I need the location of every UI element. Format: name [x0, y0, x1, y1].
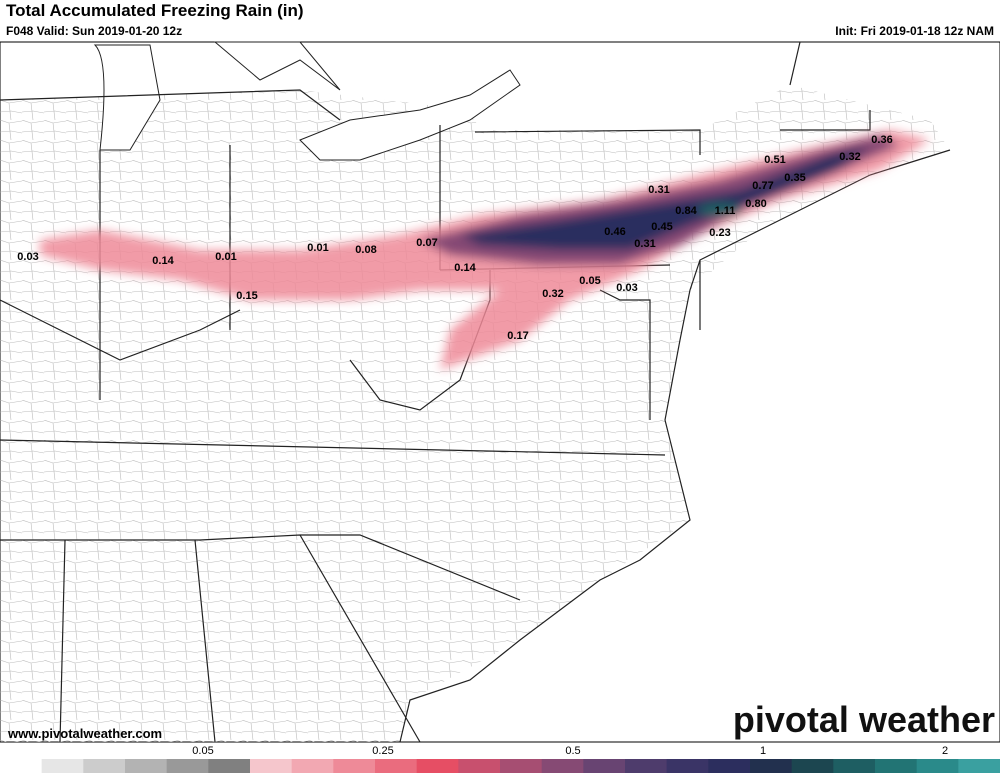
colorbar-swatch — [500, 759, 543, 773]
colorbar-swatch — [166, 759, 209, 773]
accumulation-label: 0.84 — [675, 205, 697, 217]
accumulation-label: 0.08 — [355, 244, 376, 256]
colorbar-swatch — [916, 759, 959, 773]
accumulation-label: 0.15 — [236, 290, 257, 302]
map: 0.36 0.51 0.32 0.77 0.35 0.31 0.84 1.11 0.80 0.46… — [0, 41, 1000, 743]
lake-huron — [213, 41, 341, 91]
lake-erie — [299, 69, 521, 161]
accumulation-label: 0.77 — [752, 180, 773, 192]
accumulation-label: 0.07 — [416, 237, 437, 249]
accumulation-label: 0.32 — [542, 288, 563, 300]
colorbar-swatch — [583, 759, 626, 773]
accumulation-label: 0.36 — [871, 134, 892, 146]
freezing-rain-field — [40, 130, 930, 370]
accumulation-label: 0.31 — [634, 238, 655, 250]
accumulation-label: 0.05 — [579, 275, 600, 287]
colorbar-swatch — [958, 759, 1000, 773]
colorbar-swatch — [333, 759, 376, 773]
colorbar-tick-label: 0.05 — [192, 745, 213, 757]
colorbar: 0.05 0.25 0.5 1 2 — [0, 745, 1000, 773]
colorbar-swatch — [791, 759, 834, 773]
logo: pivotal weather — [733, 699, 995, 740]
land — [0, 85, 950, 742]
accumulation-label: 1.11 — [715, 205, 736, 217]
colorbar-swatch — [291, 759, 334, 773]
colorbar-swatch — [83, 759, 126, 773]
accumulation-label: 0.23 — [709, 227, 730, 239]
colorbar-swatch — [541, 759, 584, 773]
accumulation-label: 0.14 — [152, 255, 174, 267]
colorbar-tick-label: 2 — [942, 745, 948, 757]
accumulation-label: 0.14 — [454, 262, 476, 274]
colorbar-swatch — [250, 759, 293, 773]
accumulation-label: 0.03 — [17, 251, 38, 263]
colorbar-swatch — [375, 759, 418, 773]
colorbar-swatch — [666, 759, 709, 773]
valid-time: F048 Valid: Sun 2019-01-20 12z — [6, 24, 182, 38]
accumulation-label: 0.17 — [507, 330, 528, 342]
accumulation-label: 0.51 — [764, 154, 785, 166]
accumulation-label: 0.03 — [616, 282, 637, 294]
colorbar-swatch — [625, 759, 668, 773]
colorbar-swatch — [750, 759, 793, 773]
accumulation-label: 0.31 — [648, 184, 669, 196]
title: Total Accumulated Freezing Rain (in) — [6, 1, 304, 20]
colorbar-tick-label: 1 — [760, 745, 766, 757]
colorbar-swatch — [833, 759, 876, 773]
colorbar-swatch — [458, 759, 501, 773]
colorbar-tick-label: 0.25 — [372, 745, 393, 757]
accumulation-label: 0.80 — [745, 198, 766, 210]
colorbar-tick-label: 0.5 — [565, 745, 580, 757]
website: www.pivotalweather.com — [7, 726, 162, 741]
accumulation-label: 0.35 — [784, 172, 805, 184]
accumulation-label: 0.01 — [215, 251, 236, 263]
colorbar-swatch — [125, 759, 168, 773]
colorbar-swatch — [41, 759, 84, 773]
coastline — [399, 149, 951, 743]
colorbar-swatch — [875, 759, 918, 773]
colorbar-swatch — [208, 759, 251, 773]
colorbar-swatch — [708, 759, 751, 773]
init-time: Init: Fri 2019-01-18 12z NAM — [835, 24, 994, 38]
accumulation-label: 0.32 — [839, 151, 860, 163]
accumulation-label: 0.01 — [307, 242, 328, 254]
colorbar-swatch — [0, 759, 43, 773]
accumulation-label: 0.46 — [604, 226, 625, 238]
accumulation-label: 0.45 — [651, 221, 672, 233]
colorbar-swatch — [416, 759, 459, 773]
lake-michigan — [93, 44, 161, 151]
